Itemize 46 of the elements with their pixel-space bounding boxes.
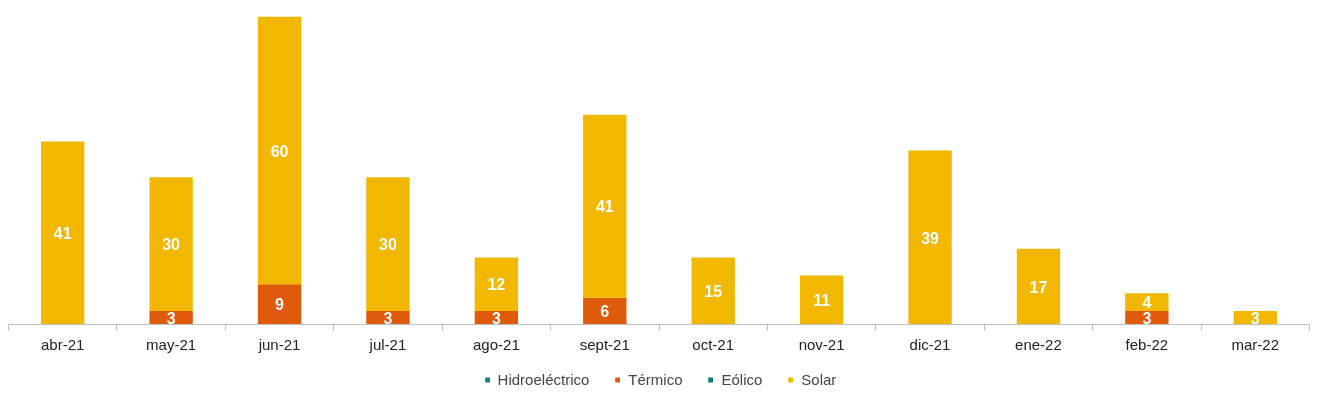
x-tick-label: sept-21 [579, 335, 630, 353]
data-label: 9 [275, 296, 285, 314]
data-label: 41 [53, 225, 72, 243]
data-label: 15 [704, 283, 723, 301]
x-tick-label: ene-22 [1015, 335, 1062, 353]
bar [149, 177, 193, 312]
bar [691, 257, 735, 325]
data-label: 12 [487, 276, 506, 294]
data-label: 6 [600, 303, 610, 321]
data-label: 17 [1029, 278, 1048, 296]
data-label: 39 [921, 229, 940, 247]
bar [799, 275, 844, 325]
data-label: 30 [379, 236, 397, 254]
x-tick-label: jul-21 [368, 335, 407, 353]
data-label: 3 [383, 309, 393, 327]
x-tick-label: may-21 [146, 335, 197, 353]
data-label: 11 [813, 291, 831, 309]
x-tick-label: oct-21 [692, 335, 735, 353]
x-tick-label: dic-21 [909, 335, 951, 353]
bar [1016, 248, 1061, 325]
x-tick-label: ago-21 [473, 335, 520, 353]
data-label: 4 [1142, 294, 1152, 312]
x-tick-label: mar-22 [1231, 335, 1280, 353]
data-label: 60 [270, 142, 289, 160]
x-tick-label: jun-21 [257, 335, 301, 353]
legend-label: Térmico [628, 370, 683, 388]
x-tick-label: abr-21 [41, 335, 85, 353]
x-tick-label: nov-21 [798, 335, 845, 353]
data-label: 3 [1142, 309, 1152, 327]
legend-label: Hidroeléctrico [497, 370, 590, 388]
data-label: 3 [166, 309, 176, 327]
legend-label: Eólico [721, 370, 763, 388]
bar [366, 177, 410, 312]
data-label: 3 [1250, 309, 1260, 327]
bar [583, 114, 627, 298]
data-label: 3 [491, 309, 501, 327]
bar [908, 150, 952, 325]
bar [1125, 293, 1169, 312]
x-tick-label: feb-22 [1125, 335, 1169, 353]
bar [257, 284, 302, 325]
bar [257, 16, 302, 285]
data-label: 41 [595, 198, 614, 216]
bar [474, 257, 519, 312]
legend-label: Solar [801, 370, 837, 388]
data-label: 30 [162, 236, 181, 254]
bar [41, 141, 85, 325]
